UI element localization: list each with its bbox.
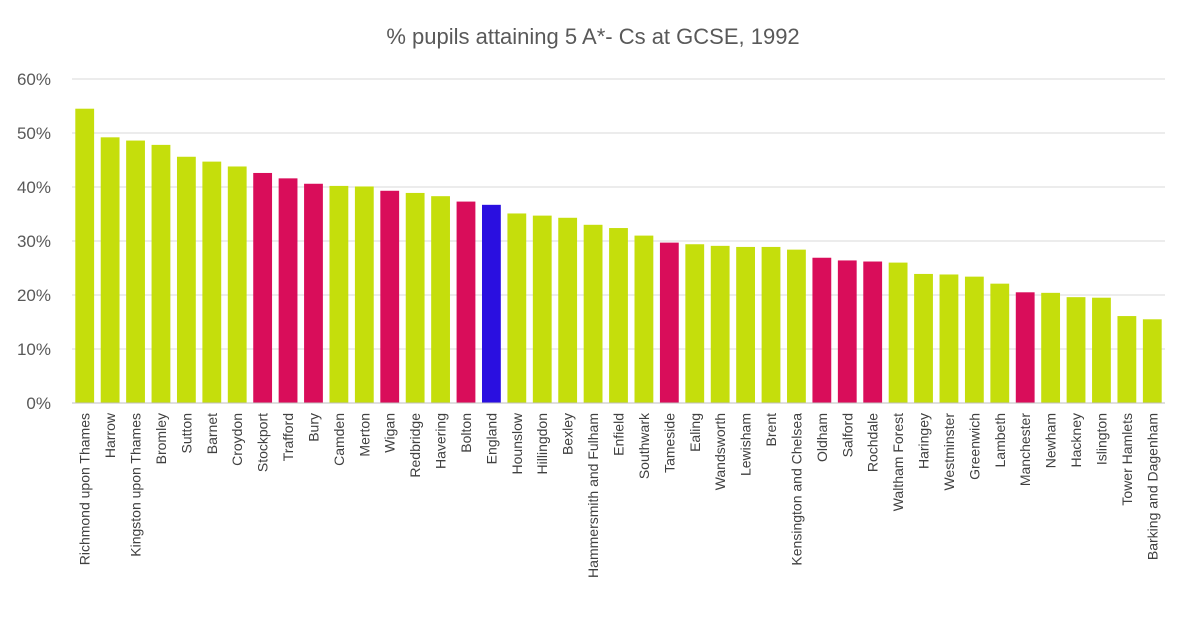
x-tick-label: Tameside — [661, 413, 677, 473]
bar-tameside — [659, 242, 679, 403]
x-tick-label: Croydon — [229, 413, 245, 466]
bar-southwark — [634, 235, 654, 403]
bar-croydon — [227, 166, 247, 403]
x-tick-label: Wandsworth — [712, 413, 728, 490]
bar-wandsworth — [710, 245, 730, 403]
x-tick-label: Enfield — [611, 413, 627, 456]
x-tick-label: Sutton — [178, 413, 194, 453]
bar-salford — [837, 260, 857, 403]
bar-havering — [431, 196, 450, 403]
bar-lambeth — [990, 283, 1010, 403]
bar-sutton — [176, 156, 196, 403]
y-tick-label: 20% — [17, 286, 51, 305]
bar-bexley — [558, 217, 578, 403]
bar-hillingdon — [532, 215, 552, 403]
bar-bolton — [456, 201, 476, 403]
x-tick-label: Bolton — [458, 413, 474, 453]
bar-islington — [1092, 297, 1111, 403]
bar-camden — [329, 185, 349, 403]
x-tick-label: Harrow — [102, 412, 118, 458]
x-tick-label: Merton — [356, 413, 372, 457]
y-tick-label: 60% — [17, 70, 51, 89]
x-tick-label: Stockport — [255, 413, 271, 472]
x-tick-label: Camden — [331, 413, 347, 466]
x-tick-label: Oldham — [814, 413, 830, 462]
x-tick-label: Redbridge — [407, 413, 423, 478]
bar-ealing — [685, 244, 705, 403]
x-tick-label: Haringey — [916, 413, 932, 469]
x-tick-label: Manchester — [1017, 413, 1033, 486]
x-tick-label: Hammersmith and Fulham — [585, 413, 601, 578]
x-tick-label: Wigan — [382, 413, 398, 453]
bar-manchester — [1015, 292, 1035, 403]
y-tick-label: 50% — [17, 124, 51, 143]
bar-bromley — [151, 144, 171, 403]
bar-enfield — [609, 228, 628, 403]
x-tick-label: Salford — [839, 413, 855, 457]
x-axis-ticks: Richmond upon Thames Harrow Kingston upon … — [77, 412, 1161, 578]
y-tick-label: 10% — [17, 340, 51, 359]
x-tick-label: England — [483, 413, 499, 464]
x-tick-label: Bromley — [153, 413, 169, 464]
bar-kingston-upon-thames — [126, 140, 145, 403]
x-tick-label: Westminster — [941, 413, 957, 491]
x-tick-label: Waltham Forest — [890, 413, 906, 511]
bar-kensington-and-chelsea — [787, 249, 806, 403]
bar-oldham — [812, 257, 832, 403]
bar-wigan — [380, 190, 400, 403]
x-tick-label: Trafford — [280, 413, 296, 461]
bar-brent — [761, 246, 781, 403]
x-tick-label: Newham — [1043, 413, 1059, 468]
x-tick-label: Rochdale — [865, 413, 881, 472]
x-tick-label: Hackney — [1068, 413, 1084, 467]
x-tick-label: Lewisham — [738, 413, 754, 476]
bar-hounslow — [507, 213, 527, 403]
bar-tower-hamlets — [1117, 316, 1137, 403]
x-tick-label: Havering — [433, 413, 449, 469]
bar-merton — [354, 186, 374, 403]
x-tick-label: Ealing — [687, 413, 703, 452]
x-tick-label: Tower Hamlets — [1119, 413, 1135, 506]
x-tick-label: Barnet — [204, 413, 220, 454]
y-tick-label: 40% — [17, 178, 51, 197]
bar-newham — [1041, 292, 1061, 403]
bar-hackney — [1066, 297, 1086, 403]
bar-barnet — [202, 161, 222, 403]
x-tick-label: Lambeth — [992, 413, 1008, 467]
bar-harrow — [100, 137, 120, 403]
bar-barking-and-dagenham — [1142, 319, 1162, 403]
bars — [75, 108, 1162, 403]
y-tick-label: 30% — [17, 232, 51, 251]
x-tick-label: Kensington and Chelsea — [788, 413, 804, 566]
x-tick-label: Richmond upon Thames — [77, 413, 93, 565]
bar-hammersmith-and-fulham — [583, 224, 603, 403]
x-tick-label: Greenwich — [966, 413, 982, 480]
bar-greenwich — [964, 276, 984, 403]
x-tick-label: Bexley — [560, 413, 576, 455]
bar-lewisham — [736, 246, 755, 403]
bar-redbridge — [405, 192, 425, 403]
bar-waltham-forest — [888, 262, 908, 403]
x-tick-label: Bury — [305, 413, 321, 442]
bar-westminster — [939, 274, 959, 403]
bar-bury — [304, 183, 323, 403]
bar-rochdale — [863, 261, 883, 403]
bar-richmond-upon-thames — [75, 108, 95, 403]
bar-trafford — [278, 178, 298, 403]
x-tick-label: Hillingdon — [534, 413, 550, 474]
x-tick-label: Kingston upon Thames — [128, 413, 144, 557]
x-tick-label: Barking and Dagenham — [1144, 413, 1160, 560]
x-tick-label: Islington — [1093, 413, 1109, 465]
x-tick-label: Brent — [763, 413, 779, 447]
chart-title: % pupils attaining 5 A*- Cs at GCSE, 199… — [386, 24, 799, 49]
bar-england — [482, 204, 501, 403]
bar-stockport — [253, 172, 273, 403]
bar-haringey — [914, 273, 933, 403]
x-tick-label: Hounslow — [509, 412, 525, 474]
y-axis-ticks: 0% 10% 20% 30% 40% 50% 60% — [17, 70, 51, 413]
y-tick-label: 0% — [26, 394, 51, 413]
x-tick-label: Southwark — [636, 412, 652, 479]
